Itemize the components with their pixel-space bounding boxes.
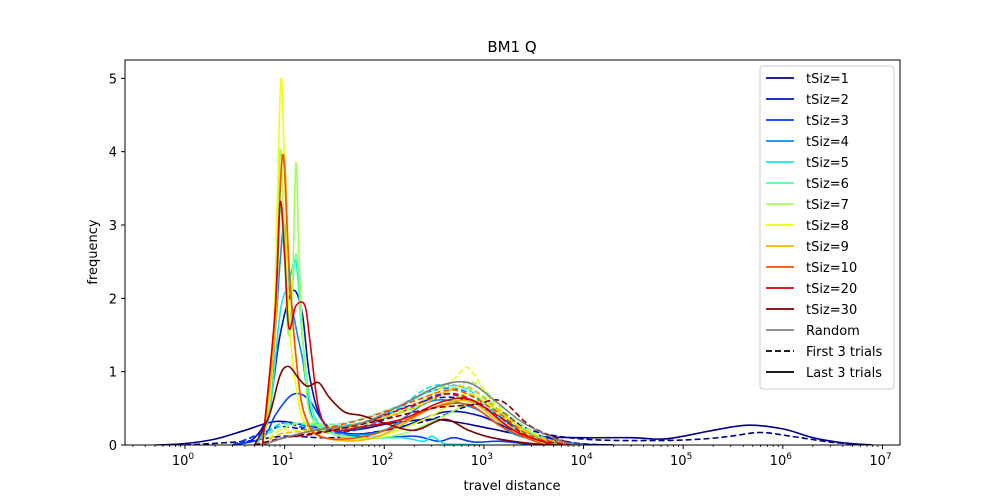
chart-title: BM1 Q xyxy=(487,38,536,56)
legend-label-8: tSiz=9 xyxy=(806,240,849,255)
y-tick-label-1: 1 xyxy=(109,366,117,381)
legend-label-10: tSiz=20 xyxy=(806,282,857,297)
y-tick-label-3: 3 xyxy=(109,219,117,234)
y-tick-label-2: 2 xyxy=(109,292,117,307)
x-tick-label-3: 103 xyxy=(471,452,493,469)
x-axis-label: travel distance xyxy=(464,479,561,494)
legend-label-14: Last 3 trials xyxy=(806,366,882,381)
series-line-23 xyxy=(254,399,575,445)
x-tick-label-1: 101 xyxy=(271,452,293,469)
series-line-15 xyxy=(261,366,562,445)
series-line-24 xyxy=(262,380,584,445)
series-line-1 xyxy=(184,403,868,445)
y-axis-label: frequency xyxy=(86,219,101,285)
legend-label-3: tSiz=4 xyxy=(806,135,849,150)
series-line-16 xyxy=(261,153,545,445)
legend: tSiz=1 tSiz=2 tSiz=3 tSiz=4 tSiz=5 tSiz=6 tSiz… xyxy=(759,65,895,390)
y-tick-label-0: 0 xyxy=(109,439,117,454)
legend-label-1: tSiz=2 xyxy=(806,93,849,108)
x-tick-label-5: 105 xyxy=(670,452,692,469)
plot-frame xyxy=(124,59,901,446)
x-tick-label-7: 107 xyxy=(869,452,891,469)
series-line-12 xyxy=(261,148,554,445)
legend-label-4: tSiz=5 xyxy=(806,156,849,171)
x-tick-label-6: 106 xyxy=(770,452,793,469)
series-line-22 xyxy=(253,365,562,445)
legend-label-2: tSiz=3 xyxy=(806,114,849,129)
series-line-14 xyxy=(261,77,545,445)
axes-layer: 100 101 102 103 104 105 106 107 0 1 2 3 4 5 xyxy=(109,59,901,469)
series-line-20 xyxy=(261,200,554,445)
x-tick-label-0: 100 xyxy=(172,452,195,469)
y-tick-label-5: 5 xyxy=(109,72,117,87)
series-layer xyxy=(154,77,873,445)
legend-label-11: tSiz=30 xyxy=(806,303,857,318)
legend-label-6: tSiz=7 xyxy=(806,198,849,213)
legend-label-7: tSiz=8 xyxy=(806,219,849,234)
legend-label-9: tSiz=10 xyxy=(806,261,857,276)
legend-label-5: tSiz=6 xyxy=(806,177,849,192)
x-tick-label-2: 102 xyxy=(371,452,393,469)
x-tick-label-4: 104 xyxy=(570,452,593,469)
legend-label-12: Random xyxy=(806,324,860,339)
y-tick-label-4: 4 xyxy=(109,146,117,161)
legend-label-0: tSiz=1 xyxy=(806,72,849,87)
legend-label-13: First 3 trials xyxy=(806,345,883,360)
series-line-17 xyxy=(262,385,575,445)
